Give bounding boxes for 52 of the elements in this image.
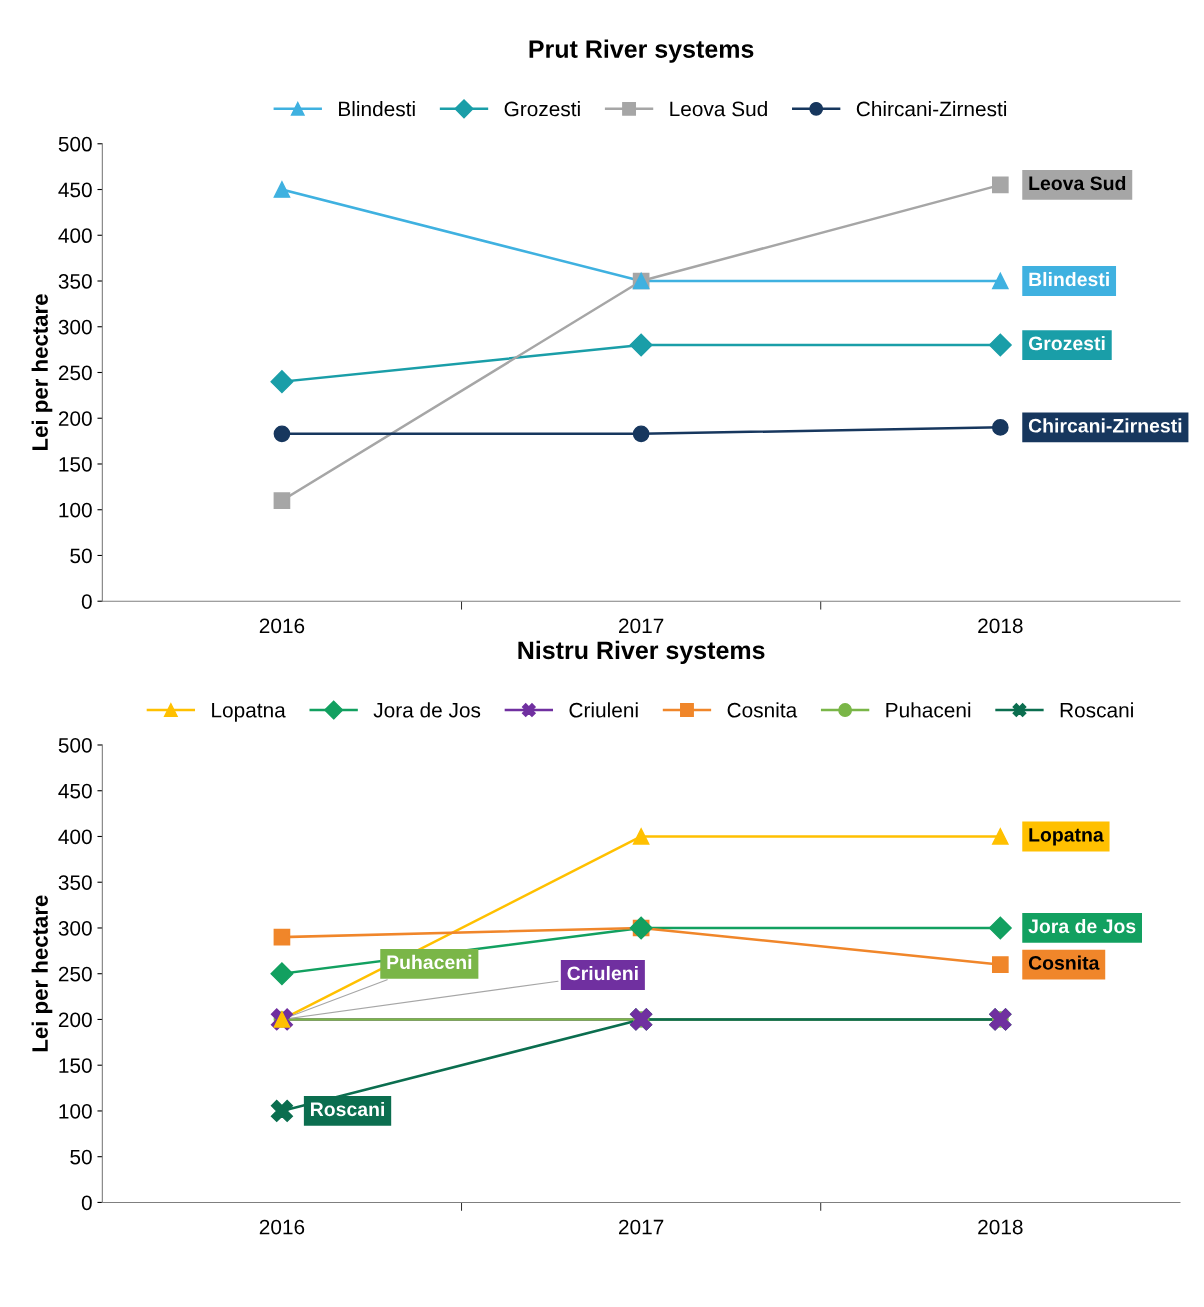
- y-tick-label: 0: [81, 594, 92, 609]
- x-tick-label: 2017: [619, 618, 664, 634]
- legend-label: Leova Sud: [670, 101, 767, 117]
- x-tick-label: 2016: [259, 618, 305, 634]
- y-tick-label: 150: [59, 1058, 92, 1073]
- y-tick-label: 100: [59, 1103, 92, 1119]
- y-tick-label: 400: [58, 829, 92, 845]
- y-tick-label: 250: [58, 365, 92, 381]
- chart-title: Prut River systems: [529, 39, 754, 63]
- x-tick-label: 2017: [619, 1219, 664, 1235]
- y-tick-label: 300: [58, 920, 92, 936]
- annotation: Cosnita: [1028, 955, 1100, 970]
- annotation: Jora de Jos: [1028, 918, 1136, 934]
- x-tick-label: 2018: [978, 1219, 1023, 1235]
- legend-label: Jora de Jos: [373, 702, 481, 718]
- y-tick-label: 500: [58, 737, 92, 753]
- x-tick-label: 2016: [259, 1219, 305, 1235]
- y-tick-label: 150: [59, 456, 92, 472]
- y-tick-label: 50: [70, 548, 92, 564]
- annotation: Criuleni: [567, 965, 638, 981]
- legend-label: Blindesti: [339, 101, 415, 117]
- legend-label: Cosnita: [727, 702, 798, 718]
- legend-label: Lopatna: [212, 703, 286, 722]
- annotation: Grozesti: [1028, 335, 1105, 351]
- legend-label: Roscani: [1060, 702, 1133, 718]
- chart-title: Nistru River systems: [518, 640, 765, 665]
- y-tick-label: 100: [59, 502, 92, 518]
- y-tick-label: 450: [58, 182, 92, 198]
- annotation: Blindesti: [1029, 271, 1109, 287]
- legend-label: Grozesti: [504, 101, 580, 117]
- y-tick-label: 300: [58, 319, 92, 335]
- annotation: Lopatna: [1029, 828, 1104, 846]
- y-tick-label: 200: [58, 411, 92, 426]
- legend-label: Chircani-Zirnesti: [856, 101, 1007, 117]
- annotation: Puhaceni: [387, 954, 472, 970]
- y-axis-title: Lei per hectare: [31, 895, 53, 1052]
- y-axis-title: Lei per hectare: [31, 294, 53, 451]
- annotation: Leova Sud: [1029, 175, 1126, 191]
- y-tick-label: 0: [81, 1195, 92, 1211]
- y-tick-label: 500: [58, 136, 92, 152]
- y-tick-label: 350: [58, 875, 92, 890]
- annotation: Roscani: [311, 1101, 384, 1117]
- annotation: Chircani-Zirnesti: [1028, 418, 1182, 433]
- y-tick-label: 350: [58, 274, 92, 289]
- y-tick-label: 250: [58, 966, 92, 982]
- legend-label: Puhaceni: [886, 702, 971, 718]
- x-tick-label: 2018: [978, 618, 1023, 634]
- y-tick-label: 50: [70, 1149, 92, 1165]
- legend-label: Criuleni: [569, 702, 638, 718]
- y-tick-label: 200: [58, 1012, 92, 1028]
- y-tick-label: 450: [58, 783, 92, 799]
- y-tick-label: 400: [58, 228, 92, 244]
